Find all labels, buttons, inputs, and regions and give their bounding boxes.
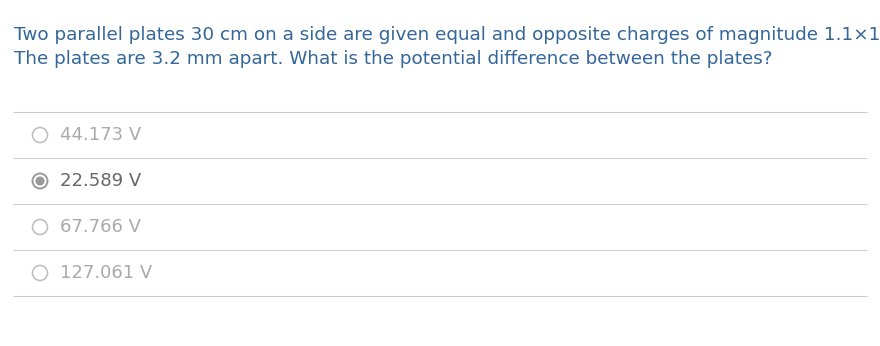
Text: 44.173 V: 44.173 V — [60, 126, 142, 144]
Text: Two parallel plates 30 cm on a side are given equal and opposite charges of magn: Two parallel plates 30 cm on a side are … — [14, 26, 880, 44]
Text: 127.061 V: 127.061 V — [60, 264, 152, 282]
Text: 22.589 V: 22.589 V — [60, 172, 142, 190]
Circle shape — [35, 176, 45, 185]
Text: The plates are 3.2 mm apart. What is the potential difference between the plates: The plates are 3.2 mm apart. What is the… — [14, 50, 773, 68]
Text: 67.766 V: 67.766 V — [60, 218, 141, 236]
